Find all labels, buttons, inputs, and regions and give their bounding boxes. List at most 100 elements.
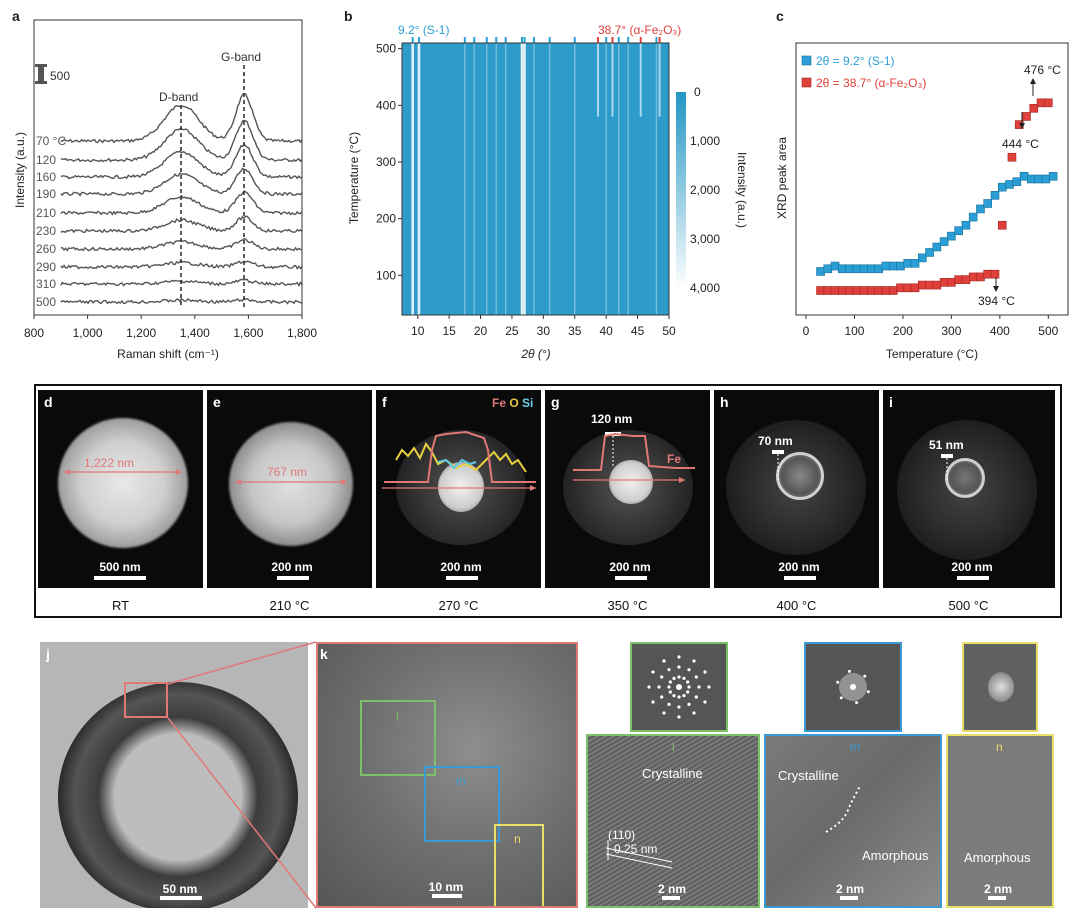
scatter-point-s0-13 (910, 259, 920, 268)
heatmap-s1-stripe-10 (548, 43, 551, 315)
scatter-point-s0-25 (997, 182, 1007, 192)
scatter-point-s1-8 (874, 286, 883, 295)
fft-l-spot (682, 676, 686, 680)
scale-g: 200 nm (609, 560, 651, 574)
scatter-x-tick-4: 400 (990, 324, 1010, 338)
scatter-point-s0-12 (903, 259, 913, 268)
heatmap-fe-marker-2 (639, 37, 642, 43)
scatter-point-s1-14 (918, 280, 927, 290)
heatmap-y-tick-3: 400 (376, 98, 396, 112)
raman-temperature-labels: 70 °C 120 160 190 210 230 260 290 310 500 (36, 134, 66, 309)
scatter-point-s1-23 (983, 269, 993, 279)
fft-l-spot (672, 694, 676, 698)
heatmap-s1-marker-3 (473, 37, 476, 43)
scatter-point-s0-32 (1048, 171, 1058, 181)
heatmap-s1-stripe-5 (495, 43, 497, 315)
heatmap-s1-marker-4 (485, 37, 488, 43)
scatter-point-s0-23 (983, 199, 993, 208)
scale-bar-e (277, 576, 309, 580)
scale-i: 200 nm (951, 560, 993, 574)
raman-x-ticks: 800 1,000 1,200 1,400 1,600 1,800 (24, 315, 317, 340)
fft-l-spot (668, 680, 672, 684)
caption-e: 210 °C (269, 598, 310, 613)
zoom-connector-lines (167, 641, 317, 909)
scale-j: 50 nm (162, 882, 198, 896)
heatmap-y-tick-4: 500 (376, 42, 396, 56)
heatmap-s1-stripe-9 (533, 43, 535, 315)
scatter-point-s1-3 (838, 286, 847, 295)
legend-s1-marker (801, 55, 812, 66)
scatter-point-s1-4 (845, 286, 854, 295)
fft-l-spot (694, 675, 698, 679)
scatter-point-s0-18 (947, 231, 956, 241)
panel-k-letter: k (320, 646, 328, 662)
scale-bar-g (615, 576, 647, 580)
scatter-y-label: XRD peak area (775, 137, 789, 219)
heatmap-s1-stripe-12 (605, 43, 607, 315)
scatter-point-s1-25 (997, 220, 1007, 230)
scatter-point-s1-13 (910, 283, 920, 293)
legend-fe-label: 2θ = 38.7° (α-Fe₂O₃) (816, 76, 926, 90)
panel-m-image: m Crystalline Amorphous 2 nm (764, 734, 942, 908)
scale-k: 10 nm (428, 880, 464, 894)
scatter-point-s1-29 (1029, 103, 1039, 113)
heatmap-fe-stripe-0 (597, 43, 600, 117)
panel-d-image: d 1,222 nm 500 nm (38, 390, 203, 588)
colorbar-tick-2: 2,000 (690, 183, 720, 197)
scatter-point-s1-5 (852, 286, 862, 295)
scatter-point-s1-10 (888, 286, 898, 295)
fft-l-spot (660, 675, 664, 679)
scatter-frame (795, 42, 1069, 316)
heatmap-x-tick-4: 30 (537, 324, 551, 338)
core-g (609, 460, 653, 504)
scatter-point-s0-10 (888, 261, 898, 271)
panel-h-image: h 70 nm 200 nm (714, 390, 879, 588)
fft-l-spot (703, 700, 707, 704)
fft-l-spot (677, 715, 681, 719)
scatter-point-s0-26 (1005, 180, 1014, 189)
caption-g: 350 °C (607, 598, 648, 613)
scatter-point-s0-27 (1012, 177, 1022, 187)
scale-bar-k (432, 894, 462, 898)
colorbar-tick-1: 1,000 (690, 134, 720, 148)
scatter-point-s1-28 (1022, 112, 1031, 121)
scatter-point-s0-31 (1041, 174, 1051, 184)
scatter-point-s1-15 (925, 280, 934, 290)
panel-n-image: n Amorphous 2 nm (946, 734, 1054, 908)
label-crystalline-m: Crystalline (778, 768, 839, 783)
panel-n-letter: n (996, 740, 1003, 754)
scatter-point-s0-20 (961, 220, 971, 230)
scatter-point-s0-11 (896, 261, 905, 271)
colorbar-tick-0: 0 (694, 85, 701, 99)
heatmap-peak-stripes (411, 43, 661, 315)
scatter-point-s1-30 (1036, 98, 1046, 108)
scatter-point-s0-1 (823, 264, 833, 274)
fft-l-spot (662, 659, 666, 663)
legend-fe-marker (801, 77, 812, 88)
heatmap-fe-stripe-2 (639, 43, 642, 117)
label-crystalline-l: Crystalline (642, 766, 703, 781)
heatmap-y-tick-2: 300 (376, 155, 396, 169)
raman-x-tick-2: 1,200 (126, 326, 156, 340)
annotation-394: 394 °C (978, 294, 1015, 308)
panel-e-letter: e (213, 394, 221, 410)
panel-d-letter: d (44, 394, 53, 410)
scale-f: 200 nm (440, 560, 482, 574)
heatmap-x-tick-8: 50 (662, 324, 676, 338)
raman-temp-label-3: 190 (36, 187, 56, 201)
caption-f: 270 °C (438, 598, 479, 613)
scatter-point-s0-14 (918, 253, 927, 263)
measure-h: 70 nm (758, 434, 793, 448)
heatmap-x-ticks: 10 15 20 25 30 35 40 45 50 (411, 315, 676, 338)
raman-temp-label-4: 210 (36, 206, 56, 220)
raman-spectrum-4 (60, 190, 303, 216)
raman-scale-bar (38, 66, 44, 82)
scatter-points (816, 98, 1058, 295)
heatmap-x-tick-6: 40 (599, 324, 613, 338)
box-n: n (494, 824, 544, 906)
heatmap-s1-stripe-8 (523, 43, 526, 315)
measure-g: 120 nm (591, 412, 633, 426)
d-band-label: D-band (159, 90, 198, 104)
heatmap-s1-stripe-11 (574, 43, 576, 315)
heatmap-y-ticks: 100 200 300 400 500 (376, 42, 402, 282)
